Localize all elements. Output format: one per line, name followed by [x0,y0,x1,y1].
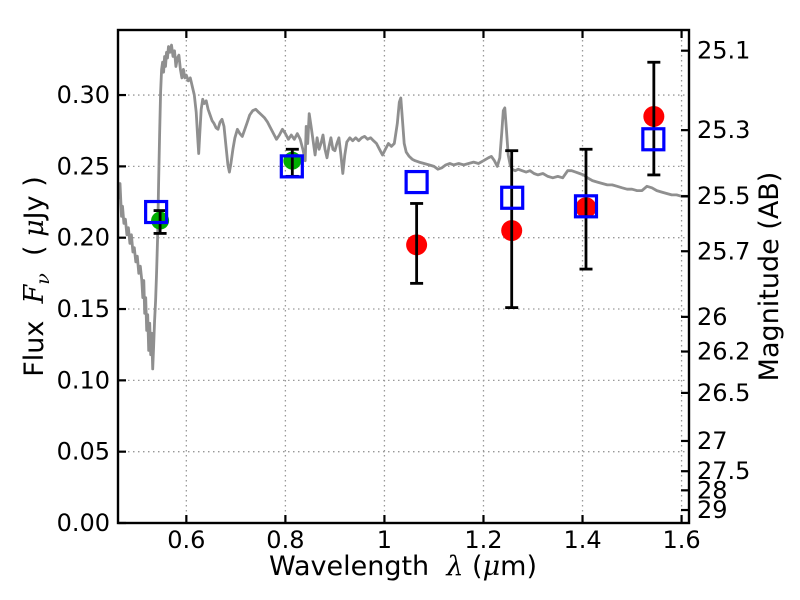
y-axis-label-part: μ [19,219,50,237]
axes-spines [116,28,691,525]
x-tick-label: 0.6 [167,526,205,554]
y-axis-label-part: F [19,283,50,304]
y-axis-label-part: Jy ) [19,176,50,221]
y-axis-label-flux: Flux Fν ( μJy ) [19,176,54,377]
y-tick-label-flux: 0.10 [57,366,110,394]
y-tick-label-magnitude: 26.2 [697,338,750,366]
blue-square-marker [641,127,666,152]
blue-square-marker [404,169,429,195]
gridlines [118,30,689,523]
y-tick-label-magnitude: 25.3 [697,116,750,144]
y-tick-label-magnitude: 28 [697,476,728,504]
error-bar [505,149,519,309]
measured-flux-optical [151,151,302,230]
x-tick-label: 0.8 [266,526,304,554]
y-tick-label-magnitude: 26.5 [697,379,750,407]
x-tick-label: 1 [377,526,392,554]
x-axis-label-part: λ [446,551,464,582]
error-bar [410,202,424,285]
measured-flux-infrared [406,105,665,256]
blue-square-marker [500,185,525,210]
y-tick-label-flux: 0.15 [57,295,110,323]
y-tick-label-magnitude: 25.5 [697,182,750,210]
y-tick-label-flux: 0.05 [57,438,110,466]
y-tick-label-flux: 0.20 [57,224,110,252]
y-axis-label-part: Flux [19,303,50,376]
x-tick-label: 1.4 [563,526,601,554]
x-axis-label-part: μ [482,551,501,582]
error-bars [153,60,661,309]
x-tick-label: 1.2 [464,526,502,554]
blue-square-marker [573,194,599,219]
y-axis-label-part: ( [19,237,50,273]
y-axis-label-magnitude: Magnitude (AB) [754,172,785,382]
y-tick-label-flux: 0.00 [57,509,110,537]
model-spectrum-line [118,43,689,371]
x-axis-label-part: Wavelength [269,551,447,582]
y-tick-label-magnitude: 25.7 [697,237,750,265]
model-photometry [144,127,666,225]
y-tick-label-magnitude: 27 [697,427,728,455]
y-tick-label-magnitude: 25.1 [697,37,750,65]
y-tick-label-flux: 0.30 [57,81,110,109]
tick-marks [118,30,689,525]
x-axis-label-part: ( [463,551,483,582]
y-tick-label-magnitude: 26 [697,303,728,331]
error-bar [579,147,593,271]
y-axis-label-part: ν [32,273,54,285]
y-tick-label-flux: 0.25 [57,152,110,180]
x-tick-label: 1.6 [662,526,700,554]
error-bar [647,60,661,177]
y-tick-label-magnitude: 29 [697,496,728,524]
x-axis-label: Wavelength λ (μm) [8,551,798,582]
blue-square-marker [279,154,304,179]
blue-square-marker [144,199,169,225]
y-tick-label-magnitude: 27.5 [697,457,750,485]
x-axis-label-part: m) [500,551,537,582]
